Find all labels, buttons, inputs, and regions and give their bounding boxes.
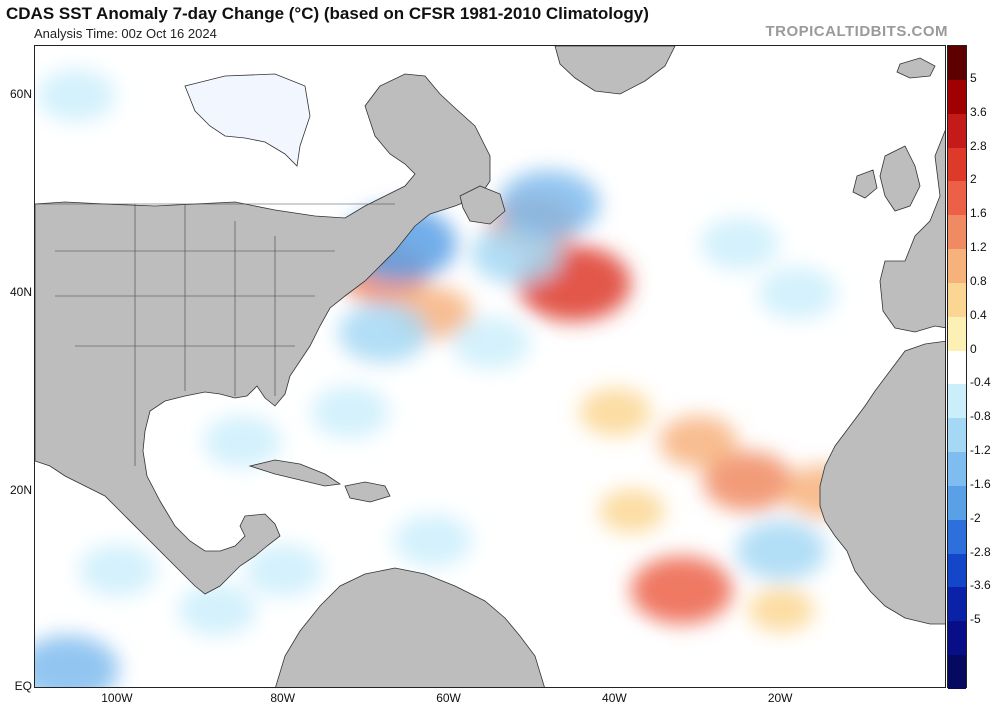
anomaly-field (35, 69, 862, 687)
sst-anomaly-map (34, 45, 946, 688)
colorbar-label: 2 (970, 172, 977, 187)
anomaly-region (35, 635, 120, 687)
land-iceland (896, 57, 936, 79)
colorbar-cell (948, 587, 966, 622)
colorbar-label: 3.6 (970, 104, 987, 119)
colorbar-label: 2.8 (970, 138, 987, 153)
anomaly-region (393, 514, 472, 567)
colorbar-cell (948, 350, 966, 385)
anomaly-region (582, 637, 649, 682)
hudson-bay (184, 73, 311, 167)
land-hispaniola (344, 481, 391, 503)
colorbar-cell (948, 384, 966, 419)
colorbar-label: 0.8 (970, 273, 987, 288)
anomaly-region (703, 451, 794, 512)
lat-label: 40N (9, 285, 32, 300)
colorbar-label: -5 (970, 612, 981, 627)
anomaly-region (78, 544, 157, 597)
anomaly-region (498, 170, 601, 239)
anomaly-region (37, 69, 116, 122)
land-africa (819, 340, 945, 625)
colorbar-label: -0.4 (970, 375, 991, 390)
anomaly-region (579, 388, 652, 437)
anomaly-region (244, 544, 323, 597)
colorbar-cell (948, 418, 966, 453)
colorbar-label: 5 (970, 70, 977, 85)
colorbar-cell (948, 452, 966, 487)
anomaly-region (659, 415, 738, 468)
lon-label: 40W (602, 691, 627, 705)
anomaly-region (736, 520, 827, 581)
land-greenland (554, 46, 676, 95)
anomaly-region (598, 488, 665, 533)
lat-label: EQ (14, 679, 32, 693)
anomaly-region (748, 587, 815, 632)
land-europe (879, 129, 945, 333)
colorbar-label: -0.8 (970, 409, 991, 424)
anomaly-region (623, 122, 690, 167)
colorbar-cell (948, 316, 966, 352)
colorbar-label: 1.6 (970, 206, 987, 221)
lon-label: 20W (767, 691, 793, 705)
colorbar-label: -2 (970, 510, 981, 525)
brand-watermark: TROPICALTIDBITS.COM (765, 23, 948, 40)
anomaly-region (178, 583, 257, 636)
colorbar-label: 1.2 (970, 240, 987, 255)
lon-label: 80W (270, 691, 296, 705)
anomaly-region (311, 386, 390, 439)
colorbar-label: 0.4 (970, 307, 987, 322)
anomaly-region (203, 415, 282, 468)
anomaly-region (758, 267, 837, 320)
colorbar-cell (948, 113, 966, 148)
land-british-isles (879, 145, 921, 212)
colorbar-label: -1.2 (970, 443, 991, 458)
colorbar-label: -3.6 (970, 578, 991, 593)
colorbar-cell (948, 215, 966, 250)
colorbar-cell (948, 147, 966, 182)
colorbar-cell (948, 621, 966, 656)
land-south-america (275, 567, 545, 687)
land-cuba (248, 459, 342, 487)
colorbar-cell (948, 519, 966, 555)
lon-label: 100W (101, 691, 133, 705)
colorbar-cell (948, 46, 966, 81)
anomaly-region (630, 556, 733, 625)
colorbar-cell (948, 553, 966, 588)
colorbar-label: 0 (970, 341, 977, 356)
colorbar-cell (948, 181, 966, 216)
land-ireland (852, 169, 878, 199)
anomaly-region (700, 217, 779, 270)
anomaly-region (338, 302, 429, 363)
colorbar-cell (948, 282, 966, 318)
colorbar-label: -1.6 (970, 476, 991, 491)
colorbar-cell (948, 249, 966, 284)
colorbar-cell (948, 79, 966, 115)
anomaly-region (470, 223, 561, 284)
anomaly-region (452, 316, 530, 369)
colorbar-cell (948, 655, 966, 690)
lon-label: 60W (436, 691, 461, 705)
political-borders (35, 203, 395, 466)
land-newfoundland (459, 185, 506, 225)
colorbar-label: -2.8 (970, 544, 991, 559)
colorbar (947, 45, 967, 690)
lat-label: 60N (9, 87, 32, 102)
chart-title: CDAS SST Anomaly 7-day Change (°C) (base… (6, 4, 649, 23)
analysis-time: Analysis Time: 00z Oct 16 2024 (34, 26, 217, 41)
colorbar-cell (948, 485, 966, 521)
lat-label: 20N (9, 483, 32, 498)
